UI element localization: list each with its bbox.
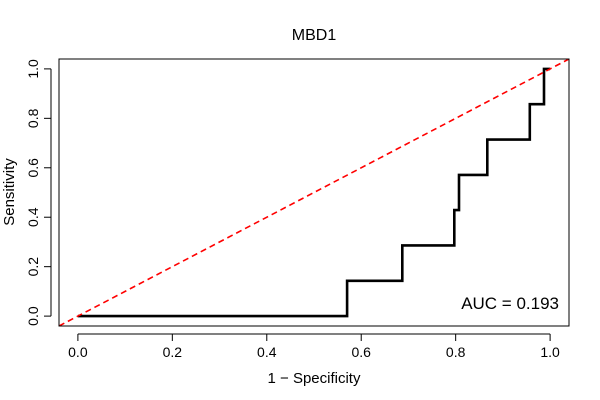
auc-annotation: AUC = 0.193	[461, 294, 559, 313]
chart-title: MBD1	[292, 27, 337, 44]
plot-frame	[58, 58, 570, 327]
x-tick-label: 0.2	[163, 344, 183, 360]
roc-curve	[77, 67, 551, 318]
x-tick-label: 0.6	[351, 344, 371, 360]
chance-diagonal-line	[59, 59, 569, 326]
y-tick-label: 0.2	[25, 257, 41, 277]
y-tick-label: 0.6	[25, 158, 41, 178]
y-axis: 0.0 0.2 0.4 0.6 0.8 1.0	[25, 59, 52, 326]
x-tick-label: 0.0	[68, 344, 88, 360]
y-tick-label: 1.0	[25, 59, 41, 79]
y-tick-label: 0.0	[25, 306, 41, 326]
x-axis: 0.0 0.2 0.4 0.6 0.8 1.0	[68, 333, 560, 360]
x-tick-label: 0.8	[446, 344, 466, 360]
series-layer	[59, 59, 569, 326]
x-tick-label: 1.0	[540, 344, 560, 360]
x-axis-title: 1 − Specificity	[268, 370, 361, 387]
x-tick-label: 0.4	[257, 344, 277, 360]
y-tick-label: 0.8	[25, 108, 41, 128]
y-tick-label: 0.4	[25, 207, 41, 227]
y-axis-title: Sensitivity	[1, 158, 18, 226]
